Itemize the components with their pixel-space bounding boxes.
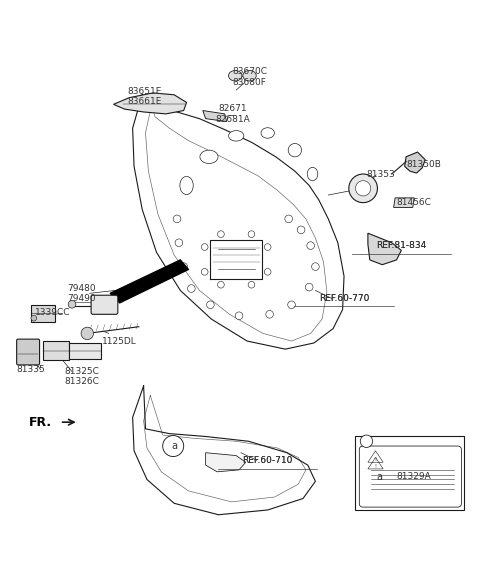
Circle shape (68, 301, 76, 308)
Text: 83651E
83661E: 83651E 83661E (127, 86, 162, 106)
Ellipse shape (261, 128, 275, 138)
Text: 1339CC: 1339CC (35, 308, 71, 317)
Text: !: ! (374, 457, 376, 462)
Text: REF.60-770: REF.60-770 (319, 294, 369, 303)
Circle shape (312, 263, 319, 270)
Circle shape (288, 301, 295, 309)
Text: a: a (376, 471, 383, 482)
Text: 81353: 81353 (366, 170, 395, 178)
Ellipse shape (228, 131, 244, 141)
Text: REF.81-834: REF.81-834 (376, 241, 426, 250)
Text: 79480
79490: 79480 79490 (67, 284, 96, 303)
FancyBboxPatch shape (356, 436, 464, 510)
Circle shape (266, 310, 274, 318)
Circle shape (305, 283, 313, 291)
Text: 81325C
81326C: 81325C 81326C (64, 367, 99, 386)
Circle shape (201, 244, 208, 250)
Polygon shape (43, 341, 69, 360)
Circle shape (206, 301, 214, 309)
FancyBboxPatch shape (91, 295, 118, 314)
Circle shape (31, 316, 36, 321)
Text: 1125DL: 1125DL (102, 336, 137, 346)
Circle shape (173, 215, 181, 223)
Polygon shape (110, 260, 189, 303)
Text: REF.81-834: REF.81-834 (376, 241, 426, 250)
Circle shape (201, 269, 208, 275)
Ellipse shape (288, 144, 301, 157)
Circle shape (248, 231, 255, 237)
Polygon shape (394, 198, 414, 207)
FancyBboxPatch shape (17, 339, 39, 365)
Ellipse shape (243, 71, 256, 81)
Circle shape (217, 231, 224, 237)
Circle shape (360, 435, 372, 448)
Text: 81329A: 81329A (396, 472, 431, 481)
Text: a: a (171, 441, 177, 451)
Text: REF.60-770: REF.60-770 (319, 294, 369, 303)
Text: 82671
82681A: 82671 82681A (216, 104, 250, 123)
Circle shape (188, 285, 195, 292)
Text: REF.60-710: REF.60-710 (242, 456, 293, 465)
Circle shape (264, 269, 271, 275)
Circle shape (349, 174, 377, 203)
Circle shape (81, 327, 94, 340)
Ellipse shape (307, 167, 318, 181)
Text: 81350B: 81350B (406, 160, 441, 169)
Circle shape (163, 435, 184, 456)
Polygon shape (69, 343, 101, 359)
Text: 81335: 81335 (17, 365, 45, 374)
Circle shape (307, 242, 314, 250)
Ellipse shape (200, 150, 218, 163)
Circle shape (217, 281, 224, 288)
Circle shape (235, 312, 243, 320)
Circle shape (264, 244, 271, 250)
Circle shape (248, 281, 255, 288)
Polygon shape (405, 152, 425, 173)
Circle shape (285, 215, 292, 223)
Text: REF.60-710: REF.60-710 (242, 456, 293, 465)
Polygon shape (114, 93, 187, 114)
Ellipse shape (228, 71, 242, 81)
Circle shape (297, 226, 305, 234)
Circle shape (175, 239, 183, 247)
Polygon shape (368, 233, 401, 265)
Ellipse shape (180, 177, 193, 195)
Polygon shape (203, 111, 227, 122)
Polygon shape (205, 453, 246, 472)
FancyBboxPatch shape (360, 446, 461, 507)
Circle shape (356, 181, 371, 196)
Text: !: ! (374, 464, 376, 468)
Circle shape (180, 263, 188, 270)
Text: FR.: FR. (29, 416, 52, 428)
Text: 83670C
83680F: 83670C 83680F (232, 67, 267, 87)
Polygon shape (31, 305, 55, 322)
Text: 81456C: 81456C (397, 198, 432, 207)
